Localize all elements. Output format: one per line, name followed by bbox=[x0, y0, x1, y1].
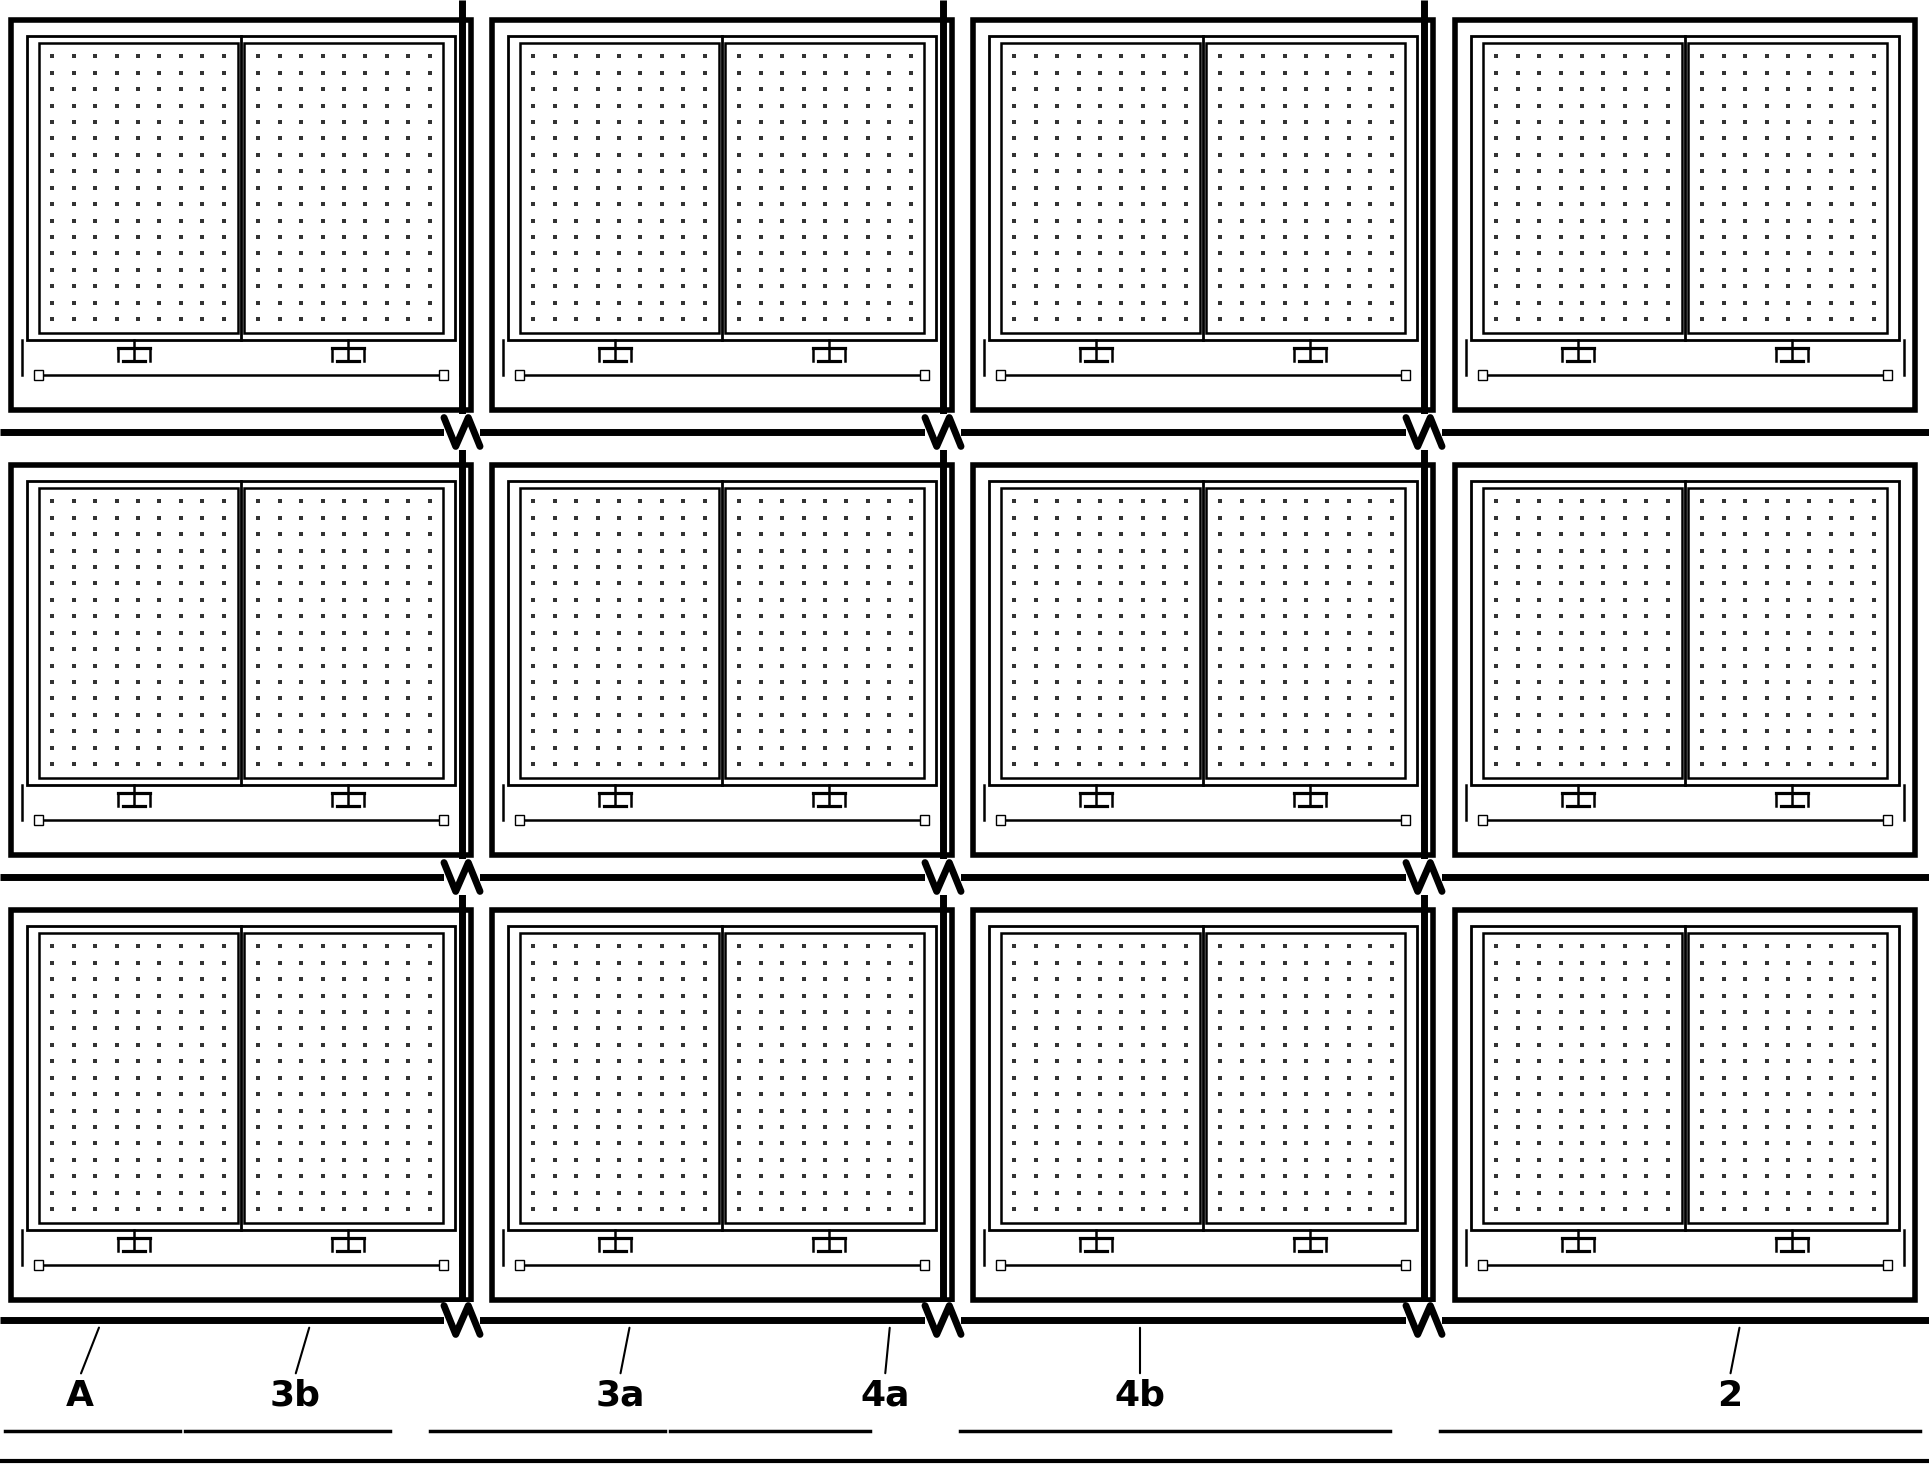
Bar bbox=[926, 1302, 961, 1339]
Bar bbox=[444, 413, 480, 450]
Bar bbox=[492, 21, 953, 410]
Bar bbox=[438, 1261, 448, 1269]
Bar bbox=[1406, 413, 1443, 450]
Bar bbox=[1478, 371, 1487, 380]
Bar bbox=[920, 371, 930, 380]
Bar bbox=[507, 35, 936, 340]
Bar bbox=[12, 465, 471, 855]
Text: 4a: 4a bbox=[860, 1378, 910, 1414]
Bar bbox=[972, 21, 1433, 410]
Bar bbox=[27, 925, 455, 1230]
Bar bbox=[12, 911, 471, 1300]
Bar bbox=[972, 911, 1433, 1300]
Bar bbox=[926, 859, 961, 894]
Bar bbox=[1483, 487, 1682, 778]
Bar bbox=[515, 371, 525, 380]
Bar bbox=[1400, 371, 1410, 380]
Bar bbox=[245, 43, 444, 332]
Bar bbox=[1406, 859, 1443, 894]
Bar bbox=[515, 1261, 525, 1269]
Bar bbox=[920, 815, 930, 825]
Bar bbox=[35, 815, 42, 825]
Bar bbox=[1206, 933, 1406, 1222]
Bar bbox=[1206, 487, 1406, 778]
Bar bbox=[725, 487, 924, 778]
Bar bbox=[1688, 43, 1887, 332]
Bar bbox=[1206, 43, 1406, 332]
Bar bbox=[990, 481, 1418, 786]
Bar bbox=[1688, 487, 1887, 778]
Bar bbox=[519, 933, 718, 1222]
Bar bbox=[1483, 43, 1682, 332]
Bar bbox=[995, 1261, 1005, 1269]
Bar bbox=[1001, 487, 1200, 778]
Bar bbox=[444, 1302, 480, 1339]
Bar bbox=[926, 413, 961, 450]
Bar bbox=[1478, 815, 1487, 825]
Bar bbox=[1400, 1261, 1410, 1269]
Bar bbox=[39, 487, 237, 778]
Bar bbox=[995, 371, 1005, 380]
Bar bbox=[39, 43, 237, 332]
Bar bbox=[920, 1261, 930, 1269]
Text: A: A bbox=[66, 1378, 95, 1414]
Bar bbox=[972, 465, 1433, 855]
Bar bbox=[507, 925, 936, 1230]
Bar bbox=[1883, 1261, 1892, 1269]
Bar bbox=[725, 933, 924, 1222]
Bar bbox=[1483, 933, 1682, 1222]
Bar bbox=[990, 925, 1418, 1230]
Text: 3a: 3a bbox=[596, 1378, 644, 1414]
Bar bbox=[519, 487, 718, 778]
Bar bbox=[1472, 925, 1898, 1230]
Bar bbox=[519, 43, 718, 332]
Bar bbox=[27, 481, 455, 786]
Bar bbox=[12, 21, 471, 410]
Text: 3b: 3b bbox=[270, 1378, 320, 1414]
Bar bbox=[507, 481, 936, 786]
Bar bbox=[1472, 35, 1898, 340]
Bar bbox=[1454, 465, 1915, 855]
Bar bbox=[1883, 371, 1892, 380]
Bar bbox=[1478, 1261, 1487, 1269]
Bar bbox=[438, 815, 448, 825]
Bar bbox=[995, 815, 1005, 825]
Bar bbox=[245, 933, 444, 1222]
Text: 4b: 4b bbox=[1115, 1378, 1165, 1414]
Bar bbox=[245, 487, 444, 778]
Bar bbox=[1001, 43, 1200, 332]
Bar bbox=[35, 371, 42, 380]
Bar bbox=[35, 1261, 42, 1269]
Bar bbox=[1454, 21, 1915, 410]
Bar bbox=[515, 815, 525, 825]
Bar bbox=[725, 43, 924, 332]
Bar bbox=[27, 35, 455, 340]
Bar bbox=[1406, 1302, 1443, 1339]
Bar bbox=[1454, 911, 1915, 1300]
Text: 2: 2 bbox=[1717, 1378, 1742, 1414]
Bar bbox=[1400, 815, 1410, 825]
Bar bbox=[444, 859, 480, 894]
Bar bbox=[438, 371, 448, 380]
Bar bbox=[39, 933, 237, 1222]
Bar bbox=[1472, 481, 1898, 786]
Bar bbox=[492, 911, 953, 1300]
Bar bbox=[990, 35, 1418, 340]
Bar bbox=[1688, 933, 1887, 1222]
Bar bbox=[492, 465, 953, 855]
Bar bbox=[1001, 933, 1200, 1222]
Bar bbox=[1883, 815, 1892, 825]
